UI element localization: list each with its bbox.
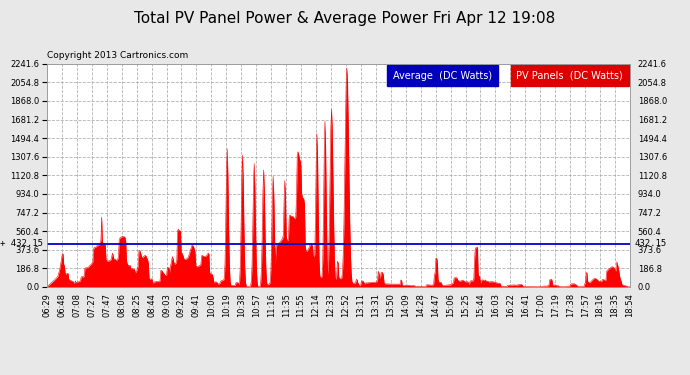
Text: Copyright 2013 Cartronics.com: Copyright 2013 Cartronics.com <box>47 51 188 60</box>
Legend: Average  (DC Watts), PV Panels  (DC Watts): Average (DC Watts), PV Panels (DC Watts) <box>366 69 625 83</box>
Text: + 432.15: + 432.15 <box>0 239 43 248</box>
Text: Total PV Panel Power & Average Power Fri Apr 12 19:08: Total PV Panel Power & Average Power Fri… <box>135 11 555 26</box>
Text: 432.15: 432.15 <box>634 239 667 248</box>
